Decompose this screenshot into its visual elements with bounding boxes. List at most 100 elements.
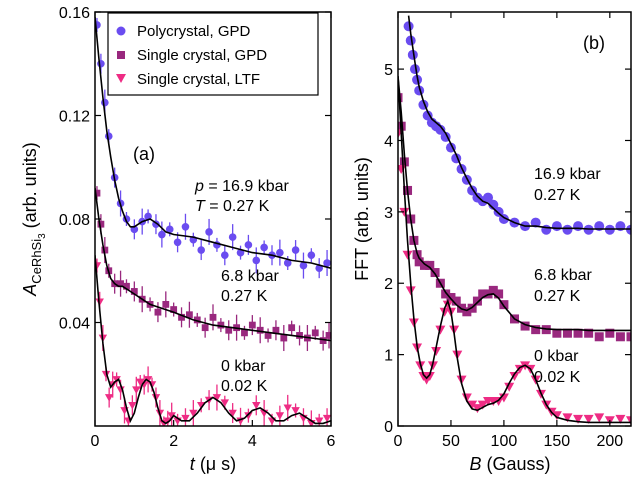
- data-point-b-s2-20: [461, 393, 472, 403]
- x-tick-label-b-4: 200: [596, 433, 623, 450]
- annotation-b-6.8-kbar-line2: 0.27 K: [534, 288, 581, 305]
- data-point-b-s1-19: [478, 289, 488, 299]
- y-tick-label-b-4: 4: [384, 133, 393, 150]
- annotation-b-16.9-kbar-line1: 16.9 kbar: [534, 166, 601, 183]
- panel-b-xlabel: B (Gauss): [469, 454, 550, 474]
- data-point-a-s1-11: [162, 300, 170, 308]
- data-point-a-s1-13: [178, 313, 185, 321]
- data-point-b-s0-10: [435, 124, 446, 135]
- data-point-a-s1-7: [130, 288, 138, 295]
- data-point-b-s0-0: [403, 21, 414, 32]
- data-point-a-s2-34: [275, 412, 285, 420]
- data-point-b-s0-25: [530, 217, 541, 228]
- annotation-a-16.9-kbar-line2: T = 0.27 K: [195, 198, 270, 215]
- data-point-b-s0-29: [573, 221, 584, 232]
- fit-line-a-2: [95, 255, 331, 425]
- data-point-a-s1-17: [209, 313, 217, 321]
- data-point-b-s2-41: [594, 413, 605, 423]
- data-point-a-s2-4: [104, 394, 114, 402]
- data-point-a-s0-17: [205, 228, 213, 236]
- data-point-a-s1-26: [280, 334, 288, 342]
- data-point-a-s2-33: [267, 417, 277, 426]
- data-point-b-s1-31: [584, 328, 594, 338]
- x-tick-label-b-0: 0: [394, 433, 403, 450]
- x-tick-label-a-2: 4: [248, 433, 257, 450]
- data-point-a-s2-39: [315, 417, 324, 426]
- panel-a-data: [95, 17, 331, 426]
- y-tick-label-b-5: 5: [384, 62, 393, 79]
- data-point-b-s1-12: [441, 289, 451, 299]
- data-point-a-s1-6: [123, 282, 130, 290]
- annotation-b-0-kbar-line1: 0 kbar: [534, 348, 579, 365]
- data-point-b-s1-8: [419, 260, 429, 270]
- data-point-b-s2-43: [615, 414, 626, 424]
- data-point-a-s1-18: [217, 321, 225, 329]
- panel-b-frame: [397, 11, 632, 427]
- data-point-b-s2-15: [442, 300, 453, 310]
- data-point-a-s1-31: [319, 337, 327, 345]
- data-point-a-s2-28: [228, 409, 237, 418]
- x-tick-label-a-3: 6: [327, 433, 336, 450]
- data-point-a-s2-31: [252, 401, 261, 410]
- data-point-b-s1-28: [552, 328, 562, 338]
- panel-a: 0 2 4 6 0.04 0.08 0.12 0.16 t (μ s) ACeRhSi3 (a…: [20, 5, 336, 474]
- data-point-a-s1-27: [288, 324, 296, 332]
- data-point-a-s1-16: [201, 324, 209, 332]
- legend-box: [107, 12, 319, 96]
- data-point-b-s0-27: [551, 221, 562, 232]
- data-point-a-s2-13: [139, 381, 149, 389]
- legend-marker-single-crystal-ltf: [116, 74, 126, 83]
- data-point-b-s2-29: [509, 372, 520, 382]
- data-point-a-s2-27: [220, 399, 229, 407]
- data-point-b-s1-33: [605, 328, 615, 338]
- data-point-a-s1-23: [256, 326, 264, 334]
- data-point-b-s0-20: [488, 199, 499, 210]
- annotation-a-6.8-kbar-line1: 6.8 kbar: [221, 268, 279, 285]
- data-point-a-s2-26: [212, 394, 222, 402]
- data-point-a-s2-36: [291, 407, 300, 415]
- legend-label-single-crystal-ltf: Single crystal, LTF: [137, 71, 260, 88]
- data-point-b-s0-3: [409, 64, 420, 75]
- annotation-a-0-kbar-line2: 0.02 K: [221, 378, 268, 395]
- data-point-b-s2-23: [477, 400, 488, 410]
- data-point-a-s1-32: [325, 332, 331, 339]
- data-point-b-s1-18: [472, 296, 482, 306]
- data-point-a-s0-11: [158, 230, 166, 239]
- data-point-a-s1-10: [154, 308, 162, 316]
- panel-b-tag: (b): [583, 33, 605, 53]
- data-point-b-s2-40: [583, 414, 594, 424]
- data-point-b-s1-21: [488, 285, 498, 295]
- data-point-a-s0-23: [252, 256, 261, 265]
- data-point-a-s1-22: [248, 321, 256, 329]
- data-point-b-s0-26: [541, 224, 552, 235]
- legend: Polycrystal, GPD Single crystal, GPD Sin…: [107, 12, 319, 96]
- data-point-b-s2-38: [562, 413, 573, 423]
- data-point-a-s0-12: [165, 225, 174, 234]
- panel-b-ylabel: FFT (arb. units): [352, 157, 372, 281]
- annotation-a-0-kbar-line1: 0 kbar: [221, 358, 266, 375]
- y-tick-label-a-3: 0.16: [59, 5, 90, 22]
- data-point-b-s1-16: [462, 307, 472, 317]
- data-point-b-s2-44: [626, 416, 631, 426]
- data-point-b-s2-21: [467, 400, 478, 410]
- y-tick-label-a-2: 0.12: [59, 109, 90, 126]
- data-point-a-s2-20: [167, 412, 176, 420]
- data-point-a-s0-13: [173, 238, 182, 247]
- data-point-b-s2-3: [402, 250, 413, 260]
- data-point-b-s0-2: [407, 49, 418, 60]
- data-point-b-s1-34: [615, 332, 625, 342]
- panel-b-data: [398, 15, 631, 426]
- data-point-a-s0-19: [221, 251, 229, 260]
- data-point-a-s0-20: [228, 233, 237, 241]
- annotation-a-16.9-kbar-line1: p = 16.9 kbar: [194, 178, 290, 195]
- data-point-b-s0-28: [562, 224, 573, 235]
- y-tick-label-a-0: 0.04: [59, 316, 90, 333]
- y-tick-label-b-3: 3: [384, 205, 393, 222]
- legend-label-polycrystal: Polycrystal, GPD: [137, 23, 251, 40]
- data-point-b-s1-35: [626, 332, 631, 342]
- annotation-b-0-kbar-line2: 0.02 K: [534, 369, 581, 386]
- data-point-b-s2-0: [398, 129, 403, 139]
- data-point-b-s1-9: [425, 260, 435, 270]
- data-point-a-s0-22: [244, 241, 253, 249]
